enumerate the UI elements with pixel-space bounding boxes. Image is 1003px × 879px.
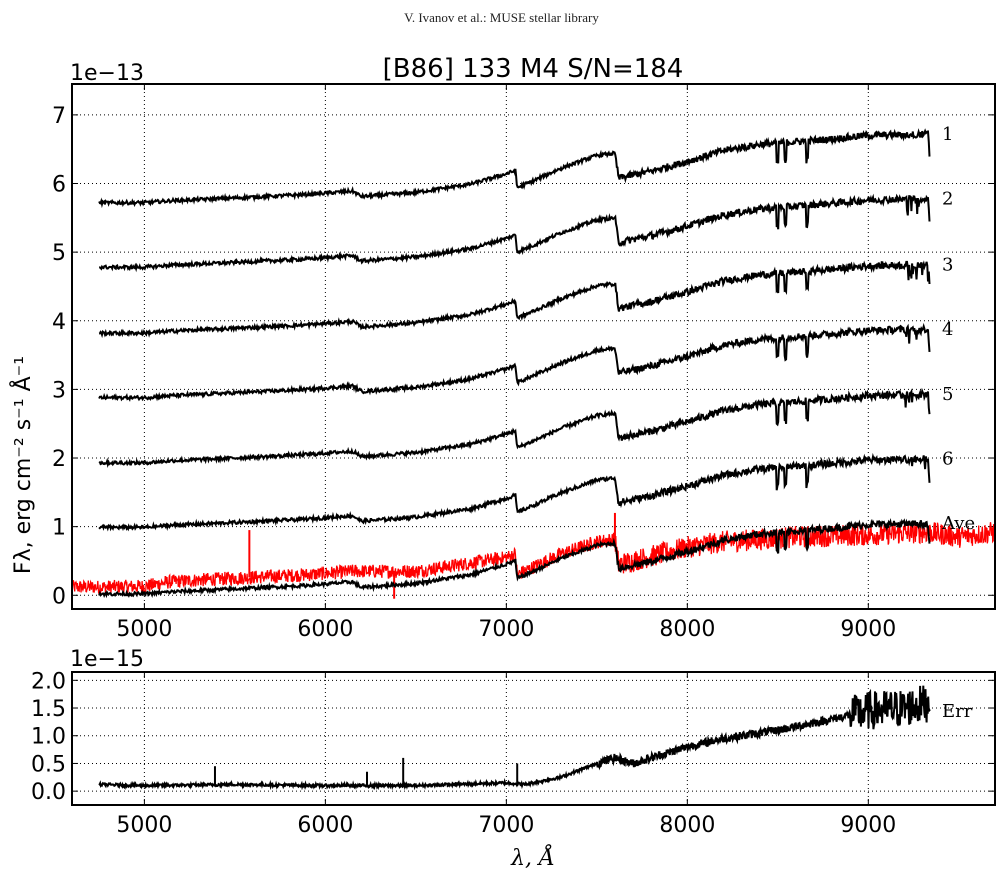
axes-frame — [71, 83, 996, 610]
top-offset-label: 1e−13 — [70, 61, 144, 86]
y-tick-label: 7 — [52, 104, 66, 129]
plot-area — [72, 128, 995, 599]
y-tick-label: 0 — [52, 584, 66, 609]
top-panel: 5000 6000 7000 8000 9000 0 1 2 3 4 5 6 7 1 2 3 4 5 6 Ave — [52, 83, 996, 642]
x-tick-label: 8000 — [659, 813, 715, 838]
x-tick-label: 5000 — [116, 813, 172, 838]
x-tick-label: 5000 — [116, 617, 172, 642]
series-line-ave — [98, 518, 931, 599]
series-label-ave: Ave — [941, 513, 975, 534]
bottom-panel: 5000 6000 7000 8000 9000 0.0 0.51.0 1.5 2.0 Err — [31, 669, 996, 838]
y-tick-label: 0.0 — [31, 780, 66, 805]
y-tick-label: 1 — [52, 516, 66, 541]
x-tick-label: 8000 — [659, 617, 715, 642]
series-label-1: 1 — [942, 124, 953, 145]
y-tick-label: 1.0 — [31, 725, 66, 750]
series-label-2: 2 — [942, 189, 953, 210]
x-axis-label: λ, Å — [510, 843, 555, 871]
series-line-4 — [98, 322, 931, 402]
page-header: V. Ivanov et al.: MUSE stellar library — [404, 10, 599, 25]
series-label-4: 4 — [942, 319, 953, 340]
x-tick-label: 7000 — [478, 813, 534, 838]
x-tick-label: 7000 — [478, 617, 534, 642]
series-line-1 — [98, 128, 931, 209]
x-tick-label: 9000 — [840, 813, 896, 838]
y-tick-label: 5 — [52, 241, 66, 266]
series-label-6: 6 — [942, 449, 953, 470]
x-tick-label: 6000 — [297, 813, 353, 838]
series-line-3 — [98, 260, 931, 339]
series-label-err: Err — [942, 701, 973, 722]
axes-frame — [71, 671, 996, 806]
y-tick-label: 3 — [52, 378, 66, 403]
series-line-6 — [98, 452, 931, 532]
series-line-5 — [98, 387, 931, 468]
x-tick-label: 9000 — [840, 617, 896, 642]
series-line-err — [98, 685, 931, 791]
series-line-red — [72, 521, 995, 594]
plot-area — [98, 685, 931, 791]
y-tick-label: 1.5 — [31, 697, 66, 722]
y-tick-label: 2.0 — [31, 669, 66, 694]
series-label-3: 3 — [942, 254, 953, 275]
y-tick-label: 4 — [52, 310, 66, 335]
y-tick-label: 2 — [52, 447, 66, 472]
bottom-offset-label: 1e−15 — [70, 647, 144, 672]
y-axis-label: Fλ, erg cm⁻² s⁻¹ Å⁻¹ — [9, 356, 36, 574]
chart-title: [B86] 133 M4 S/N=184 — [383, 54, 684, 84]
y-tick-label: 0.5 — [31, 752, 66, 777]
y-tick-label: 6 — [52, 173, 66, 198]
series-line-2 — [99, 193, 931, 273]
series-label-5: 5 — [942, 384, 953, 405]
x-tick-label: 6000 — [297, 617, 353, 642]
grid — [72, 84, 995, 609]
